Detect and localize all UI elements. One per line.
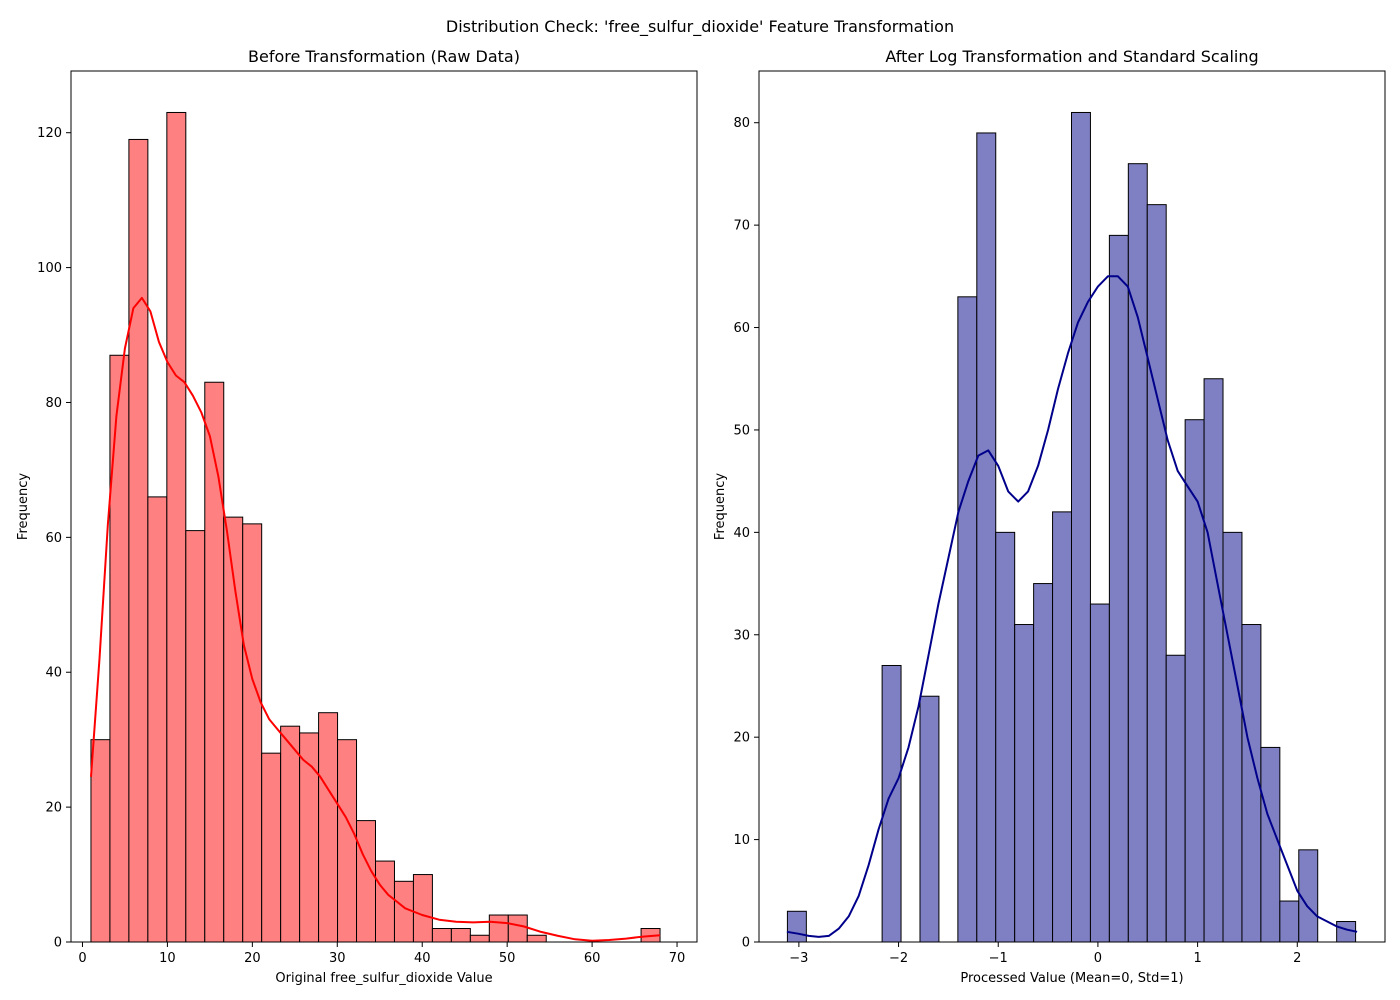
transformed-histogram-bar <box>1089 603 1110 943</box>
transformed-y-tick-label: 70 <box>733 219 750 234</box>
raw-histogram-bar <box>261 752 282 943</box>
raw-histogram-bar <box>128 138 149 943</box>
transformed-histogram-bar <box>1108 234 1129 943</box>
transformed-histogram-bar <box>1222 531 1243 943</box>
raw-panel-title: Before Transformation (Raw Data) <box>248 47 520 66</box>
raw-histogram-bar <box>185 530 206 943</box>
transformed-kde-line <box>786 275 1358 938</box>
raw-y-tick-label: 80 <box>45 396 62 411</box>
raw-histogram-bar <box>469 934 490 943</box>
raw-histogram-bar <box>318 712 339 943</box>
raw-histogram-bar <box>507 914 528 943</box>
raw-x-tick-label: 0 <box>78 951 86 966</box>
raw-kde-line <box>90 296 661 942</box>
transformed-plot-frame <box>758 70 1386 943</box>
raw-x-tick-label: 20 <box>244 951 261 966</box>
raw-x-tick-label: 50 <box>499 951 516 966</box>
transformed-x-tick-label: 2 <box>1293 951 1301 966</box>
transformed-histogram-bar <box>1071 111 1091 943</box>
raw-x-tick-label: 70 <box>669 951 686 966</box>
raw-y-tick-label: 60 <box>45 531 62 546</box>
transformed-histogram-bar <box>976 132 997 943</box>
raw-histogram-bar <box>204 381 225 943</box>
raw-y-tick-label: 40 <box>45 666 62 681</box>
raw-y-tick-label: 0 <box>54 936 62 951</box>
transformed-y-tick-label: 80 <box>733 116 750 131</box>
transformed-histogram-bar <box>881 664 902 943</box>
transformed-histogram-bar <box>1260 746 1281 943</box>
transformed-x-tick-label: −3 <box>789 951 808 966</box>
raw-x-tick-label: 30 <box>329 951 346 966</box>
transformed-histogram-bar <box>786 910 807 943</box>
transformed-x-tick-label: 1 <box>1193 951 1201 966</box>
raw-histogram-bar <box>375 860 395 943</box>
transformed-y-tick-label: 10 <box>733 833 750 848</box>
raw-histogram-bar <box>393 880 414 943</box>
transformed-y-tick-label: 30 <box>733 628 750 643</box>
transformed-x-tick-label: 0 <box>1094 951 1102 966</box>
raw-x-tick-label: 60 <box>584 951 601 966</box>
transformed-histogram-bar <box>995 531 1016 943</box>
raw-histogram-panel: 0 10 20 30 40 50 60 70 0 20 40 60 80 100 120 Before Tra… <box>16 47 698 986</box>
transformed-y-tick-label: 40 <box>733 526 750 541</box>
raw-histogram-bar <box>242 523 263 943</box>
raw-histogram-bar <box>280 725 301 943</box>
raw-histogram-bar <box>166 111 187 943</box>
raw-plot-frame <box>70 70 698 943</box>
raw-histogram-bar <box>450 928 471 943</box>
transformed-histogram-bar <box>1033 583 1054 943</box>
transformed-y-tick-label: 50 <box>733 423 750 438</box>
raw-histogram-bar <box>90 739 111 943</box>
raw-y-tick-label: 120 <box>37 126 62 141</box>
transformed-y-axis-label: Frequency <box>713 473 728 540</box>
transformed-y-tick-label: 0 <box>742 936 750 951</box>
transformed-histogram-bar <box>1127 163 1148 943</box>
transformed-histogram-bar <box>1203 378 1224 943</box>
raw-y-axis-label: Frequency <box>16 473 31 540</box>
raw-histogram-bar <box>337 739 358 943</box>
transformed-histogram-bar <box>1014 624 1035 943</box>
raw-x-tick-label: 40 <box>414 951 431 966</box>
raw-histogram-bar <box>412 874 433 943</box>
transformed-x-tick-label: −2 <box>889 951 908 966</box>
transformed-y-tick-label: 60 <box>733 321 750 336</box>
raw-x-axis-label: Original free_sulfur_dioxide Value <box>275 971 492 986</box>
raw-y-tick-label: 20 <box>45 801 62 816</box>
raw-histogram-bar <box>488 914 509 943</box>
figure-title: Distribution Check: 'free_sulfur_dioxide… <box>445 17 955 36</box>
transformed-y-tick-label: 20 <box>733 731 750 746</box>
transformed-histogram-bar <box>1146 204 1167 943</box>
transformed-x-axis-label: Processed Value (Mean=0, Std=1) <box>960 971 1183 986</box>
raw-histogram-bar <box>147 496 168 943</box>
transformed-histogram-bar <box>1279 900 1300 943</box>
transformed-histogram-bar <box>957 296 978 943</box>
raw-histogram-bar <box>431 928 452 943</box>
raw-histogram-bar <box>109 354 130 943</box>
raw-histogram-bar <box>356 820 377 943</box>
raw-x-tick-label: 10 <box>159 951 176 966</box>
transformed-x-tick-label: −1 <box>989 951 1008 966</box>
transformed-panel-title: After Log Transformation and Standard Sc… <box>885 47 1258 66</box>
transformed-histogram-bar <box>919 695 940 943</box>
raw-y-tick-label: 100 <box>37 261 62 276</box>
raw-histogram-bar <box>526 934 547 943</box>
transformed-histogram-bar <box>1052 511 1073 943</box>
transformed-histogram-bar <box>1165 654 1186 943</box>
